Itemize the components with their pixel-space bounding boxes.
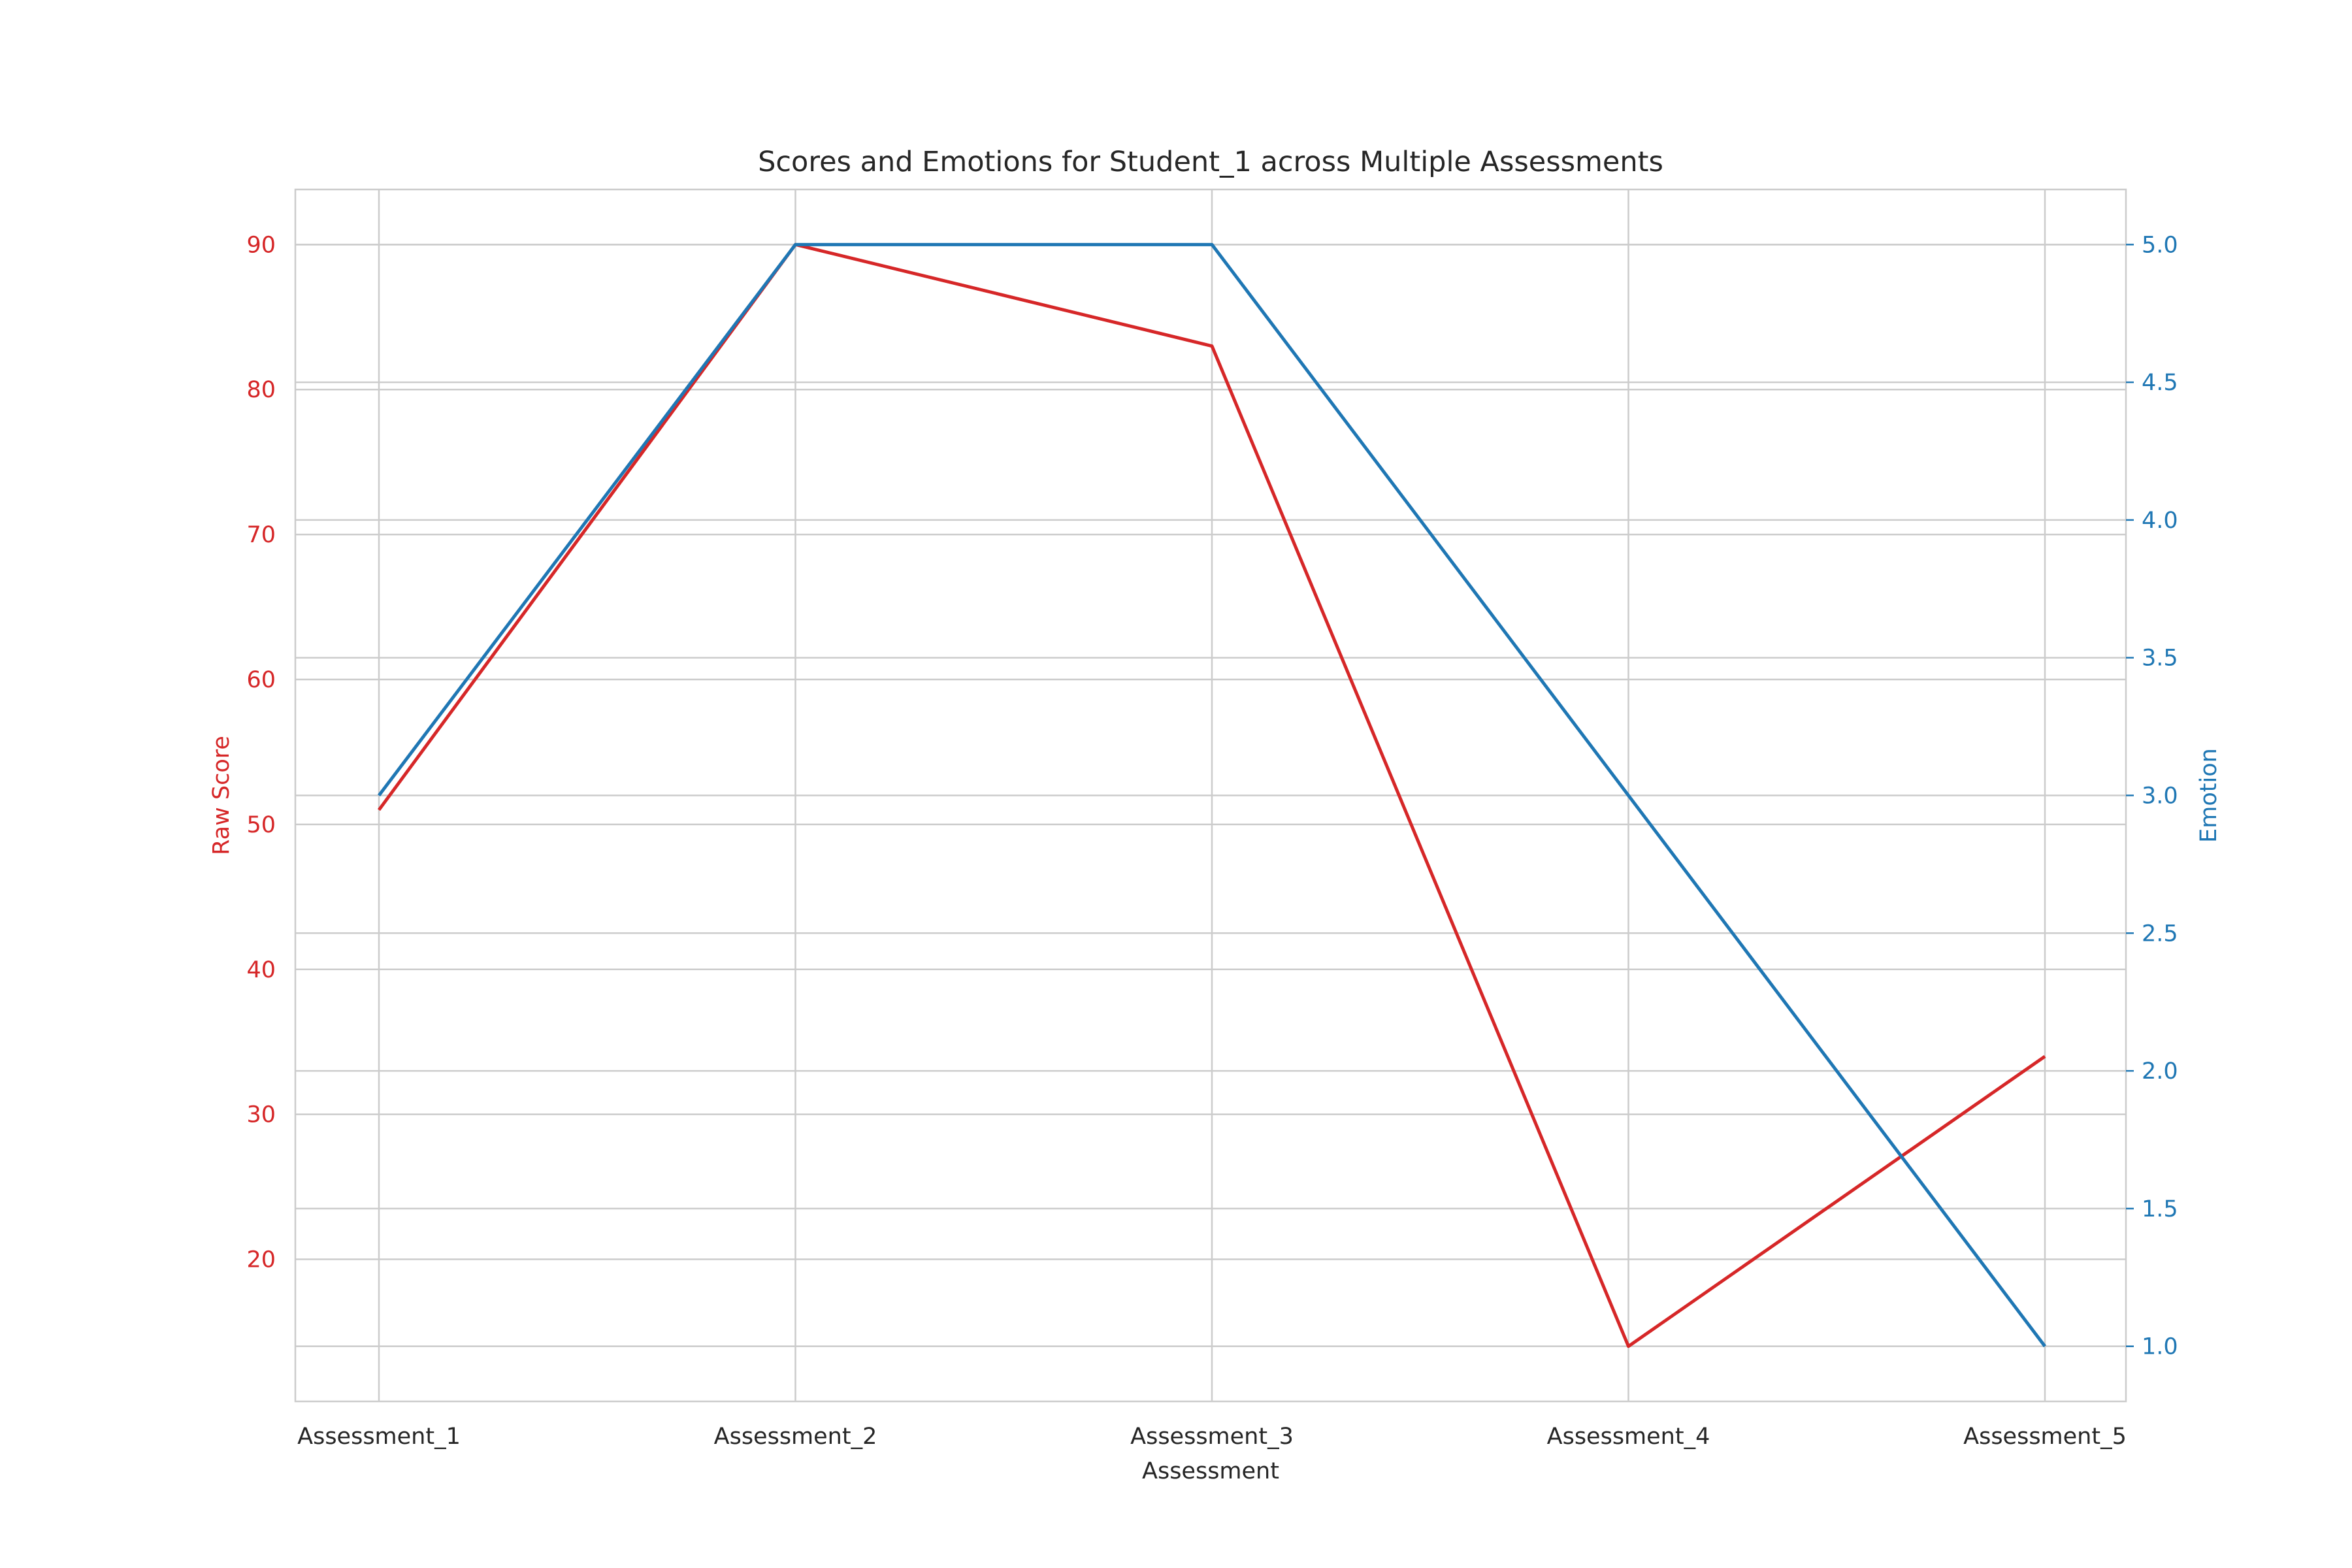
y-right-tick-label: 4.0 bbox=[2142, 508, 2178, 534]
y-right-tick-label: 1.0 bbox=[2142, 1334, 2178, 1360]
y-left-axis-label: Raw Score bbox=[208, 736, 235, 855]
emotion-line bbox=[378, 242, 2046, 1348]
x-tick-label: Assessment_4 bbox=[1547, 1424, 1710, 1450]
y-left-tick-label: 90 bbox=[246, 232, 276, 258]
y-right-axis-label: Emotion bbox=[2196, 748, 2222, 843]
y-right-tick-label: 1.5 bbox=[2142, 1196, 2178, 1222]
x-tick-label: Assessment_5 bbox=[1963, 1424, 2127, 1450]
y-right-tick-label: 2.5 bbox=[2142, 921, 2178, 947]
y-left-tick-label: 80 bbox=[246, 377, 276, 403]
x-tick-label: Assessment_2 bbox=[714, 1424, 877, 1450]
y-left-tick-label: 30 bbox=[246, 1102, 276, 1128]
y-right-tick-label: 5.0 bbox=[2142, 232, 2178, 258]
y-left-tick-label: 70 bbox=[246, 522, 276, 548]
y-right-tick-label: 3.5 bbox=[2142, 645, 2178, 672]
x-tick-label: Assessment_3 bbox=[1130, 1424, 1294, 1450]
chart-title: Scores and Emotions for Student_1 across… bbox=[758, 146, 1663, 178]
x-tick-label: Assessment_1 bbox=[297, 1424, 461, 1450]
series-layer bbox=[377, 242, 2046, 1348]
y-left-tick-label: 40 bbox=[246, 957, 276, 983]
y-right-tick-label: 2.0 bbox=[2142, 1058, 2178, 1085]
y-left-tick-label: 50 bbox=[246, 812, 276, 838]
y-right-tick-label: 4.5 bbox=[2142, 370, 2178, 396]
raw-score-line bbox=[377, 242, 2046, 1348]
tick-layer: Assessment_1 Assessment_2 Assessment_3 Asse… bbox=[246, 232, 2178, 1450]
y-left-tick-label: 20 bbox=[246, 1247, 276, 1273]
x-axis-label: Assessment bbox=[1142, 1458, 1279, 1484]
y-left-tick-label: 60 bbox=[246, 667, 276, 693]
y-right-tick-label: 3.0 bbox=[2142, 783, 2178, 809]
